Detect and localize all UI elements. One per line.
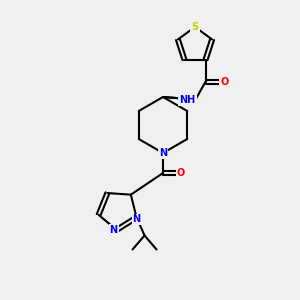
Text: N: N bbox=[110, 225, 118, 235]
Text: S: S bbox=[191, 22, 199, 32]
Text: NH: NH bbox=[179, 94, 196, 105]
Text: O: O bbox=[220, 76, 229, 87]
Text: N: N bbox=[159, 148, 167, 158]
Text: N: N bbox=[133, 214, 141, 224]
Text: O: O bbox=[177, 168, 185, 178]
